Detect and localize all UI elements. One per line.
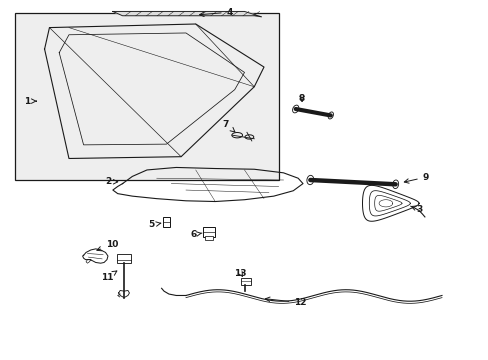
Text: 10: 10 — [97, 240, 118, 251]
Bar — [203, 227, 214, 237]
Polygon shape — [113, 12, 261, 17]
Bar — [15, 13, 278, 180]
Text: 7: 7 — [223, 120, 234, 132]
Text: 6: 6 — [190, 230, 202, 239]
Text: 11: 11 — [101, 271, 117, 282]
Text: 12: 12 — [265, 297, 306, 307]
Text: 4: 4 — [199, 8, 233, 17]
Text: 13: 13 — [234, 269, 246, 278]
Text: 5: 5 — [148, 220, 161, 229]
Text: 8: 8 — [298, 94, 305, 103]
Text: 9: 9 — [404, 173, 428, 183]
Text: 3: 3 — [410, 205, 421, 214]
Text: 2: 2 — [104, 177, 118, 186]
Bar — [240, 278, 251, 285]
Bar — [204, 236, 212, 239]
Bar — [162, 217, 170, 227]
Text: 1: 1 — [24, 96, 36, 105]
Bar — [117, 254, 131, 263]
